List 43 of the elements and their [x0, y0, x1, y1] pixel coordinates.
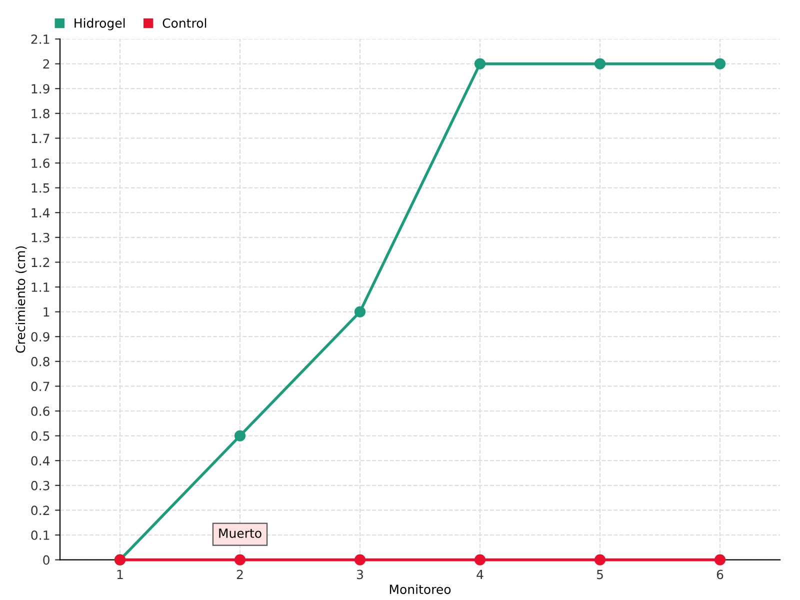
y-tick-label: 1.6: [32, 158, 50, 168]
y-tick-label: 2.1: [31, 34, 50, 44]
y-tick-label: 1.8: [32, 108, 50, 118]
x-tick-label: 5: [596, 570, 603, 580]
point: [594, 554, 606, 566]
y-tick-label: 2: [43, 59, 50, 69]
x-tick-label: 1: [117, 570, 123, 580]
x-tick-label: 2: [236, 570, 243, 580]
point: [234, 554, 246, 566]
point: [714, 554, 726, 566]
y-tick-label: 1.2: [32, 258, 50, 267]
y-tick-label: 0.7: [31, 382, 50, 392]
point: [714, 58, 726, 70]
annotation: Muerto: [219, 528, 262, 538]
point: [474, 554, 486, 566]
x-tick-label: 4: [476, 570, 484, 580]
y-tick-label: 1.3: [32, 232, 50, 242]
y-tick-label: 1.1: [32, 282, 50, 292]
y-axis-title: Crecimiento (cm): [16, 246, 27, 353]
legend-label: Control: [162, 18, 206, 28]
y-tick-label: 1.7: [32, 134, 50, 143]
y-tick-label: 0.8: [31, 356, 50, 366]
y-tick-label: 0.4: [31, 456, 50, 466]
y-tick-label: 0.3: [31, 480, 50, 490]
y-tick-label: 0.6: [31, 406, 50, 416]
x-tick-label: 6: [716, 570, 724, 580]
point: [354, 306, 366, 318]
y-tick-label: 0.1: [31, 530, 50, 540]
y-tick-label: 1: [44, 307, 50, 317]
point: [354, 554, 366, 566]
y-tick-label: 0.9: [31, 332, 50, 342]
point: [234, 430, 246, 442]
y-tick-label: 0.2: [31, 506, 50, 516]
y-tick-label: 1.4: [32, 208, 50, 218]
x-axis-title: Monitoreo: [390, 584, 451, 594]
y-tick-label: 0: [43, 555, 50, 565]
y-tick-label: 1.5: [32, 183, 50, 193]
y-tick-label: 0.5: [31, 431, 50, 441]
x-tick-label: 3: [356, 570, 363, 580]
point: [474, 58, 486, 70]
y-tick-label: 1.9: [32, 84, 50, 94]
legend-label: Hidrogel: [74, 18, 125, 30]
point: [594, 58, 606, 70]
